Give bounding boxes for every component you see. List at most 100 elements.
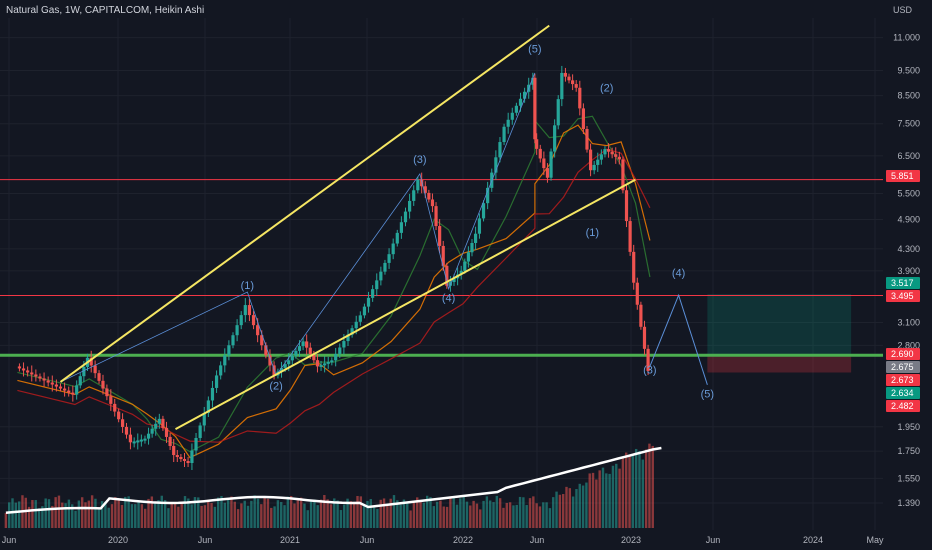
volume-bar (399, 504, 402, 528)
price-tag-bg (886, 400, 920, 412)
candle (603, 149, 607, 155)
volume-bar (492, 502, 495, 528)
candle (632, 251, 636, 283)
volume-bar (200, 505, 203, 528)
candle (82, 366, 86, 377)
volume-bar (313, 499, 316, 528)
candle (563, 72, 568, 77)
volume-bar (163, 500, 167, 528)
candle (434, 206, 438, 227)
price-tag-label: 5.851 (891, 171, 914, 181)
volume-bar (396, 500, 399, 528)
volume-bar (34, 500, 37, 528)
volume-bar (352, 503, 356, 528)
volume-bar (187, 498, 190, 528)
y-tick-label: 11.000 (893, 33, 920, 43)
candle (247, 305, 252, 316)
volume-bar (134, 504, 137, 528)
volume-bar (140, 504, 144, 528)
volume-bar (329, 504, 333, 528)
volume-bar (475, 503, 479, 528)
volume-bar (77, 500, 81, 528)
volume-bar (243, 500, 246, 528)
volume-bar (508, 502, 512, 528)
volume-bar (419, 500, 422, 528)
volume-bar (299, 497, 303, 528)
candle (535, 139, 539, 149)
volume-bar (409, 510, 412, 528)
volume-bar (177, 506, 180, 528)
candle (117, 411, 121, 420)
candle (190, 450, 194, 464)
wave-label: (3) (413, 154, 426, 166)
volume-bar (575, 489, 578, 528)
volume-bar (80, 497, 84, 528)
wave-path (60, 72, 536, 383)
volume-bar (429, 497, 432, 528)
wave-label: (4) (672, 268, 685, 280)
candle (157, 418, 161, 424)
volume-bar (197, 497, 200, 528)
x-tick-label: Jun (2, 535, 17, 545)
candle (308, 347, 312, 354)
candle (477, 218, 482, 234)
volume-bar (84, 502, 87, 528)
candle (639, 304, 643, 327)
candle (617, 156, 621, 160)
volume-bar (226, 500, 230, 528)
x-tick-label: Jun (198, 535, 213, 545)
volume-ma-line (5, 446, 662, 515)
volume-bar (489, 500, 492, 528)
candle (239, 315, 243, 326)
candle (549, 151, 553, 178)
volume-bar (425, 495, 429, 528)
candle (42, 378, 46, 381)
volume-bar (107, 507, 110, 528)
volume-bar (266, 498, 270, 528)
wave-label: (1) (241, 280, 254, 292)
volume-bar (595, 479, 598, 528)
candle (330, 360, 334, 363)
volume-bar (505, 502, 508, 528)
volume-bar (518, 496, 522, 528)
candle (375, 280, 379, 290)
volume-bar (608, 473, 611, 528)
candle (312, 353, 316, 361)
candle (26, 370, 30, 373)
y-tick-label: 1.950 (897, 422, 920, 432)
candle (567, 76, 571, 81)
candle (606, 149, 611, 152)
candle (113, 403, 117, 412)
candle (256, 325, 260, 336)
volume-bar (263, 497, 266, 528)
candle (362, 306, 367, 316)
volume-bar (648, 443, 651, 528)
price-tag: 5.851 (886, 170, 920, 182)
candle (556, 99, 560, 126)
volume-bar (37, 508, 41, 528)
volume-bar (170, 502, 173, 528)
candle (63, 388, 67, 391)
candle (202, 412, 206, 426)
candle (161, 418, 165, 428)
volume-bar (167, 508, 170, 528)
candle (50, 382, 54, 385)
volume-bar (644, 449, 648, 528)
volume-bar (117, 498, 120, 528)
price-tag-bg (886, 361, 920, 373)
volume-bar (525, 505, 528, 528)
candle (243, 305, 247, 316)
candle (154, 423, 158, 429)
volume-bar (94, 498, 97, 528)
candle (523, 91, 527, 99)
candle (301, 341, 305, 347)
candle (143, 438, 147, 441)
candle (642, 326, 647, 349)
volume-bar (210, 503, 213, 528)
candle (599, 154, 603, 160)
candle (67, 390, 71, 393)
candle (635, 282, 639, 305)
candle (268, 355, 272, 366)
wave-label: (5) (701, 389, 714, 401)
